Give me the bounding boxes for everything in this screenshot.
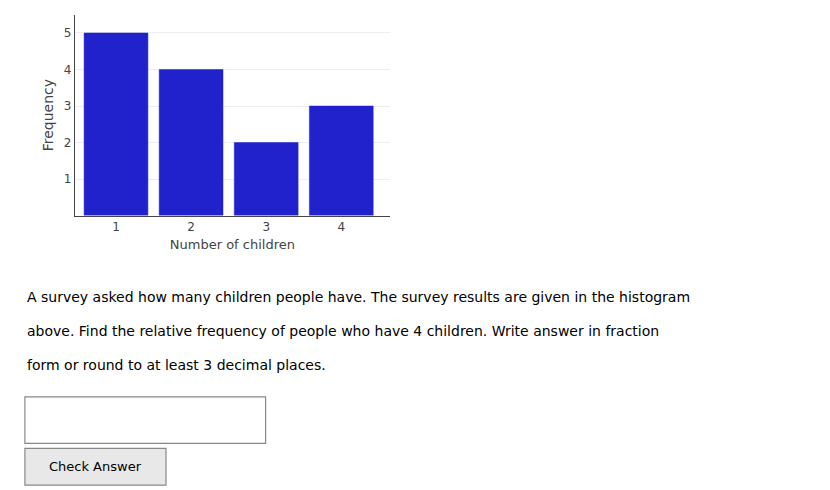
svg-text:1: 1 [112, 220, 120, 234]
svg-text:4: 4 [64, 63, 72, 77]
svg-text:3: 3 [64, 99, 72, 113]
svg-text:Number of children: Number of children [170, 237, 295, 252]
svg-text:2: 2 [187, 220, 195, 234]
svg-text:5: 5 [64, 26, 72, 40]
svg-text:form or round to at least 3 de: form or round to at least 3 decimal plac… [27, 357, 326, 373]
svg-text:Check Answer: Check Answer [49, 459, 142, 474]
svg-text:1: 1 [64, 172, 72, 186]
svg-text:Frequency: Frequency [40, 79, 56, 151]
svg-text:3: 3 [262, 220, 270, 234]
svg-text:above. Find the relative frequ: above. Find the relative frequency of pe… [27, 323, 659, 339]
svg-text:A survey asked how many childr: A survey asked how many children people … [27, 289, 690, 305]
svg-text:4: 4 [337, 220, 345, 234]
svg-text:2: 2 [64, 136, 72, 150]
